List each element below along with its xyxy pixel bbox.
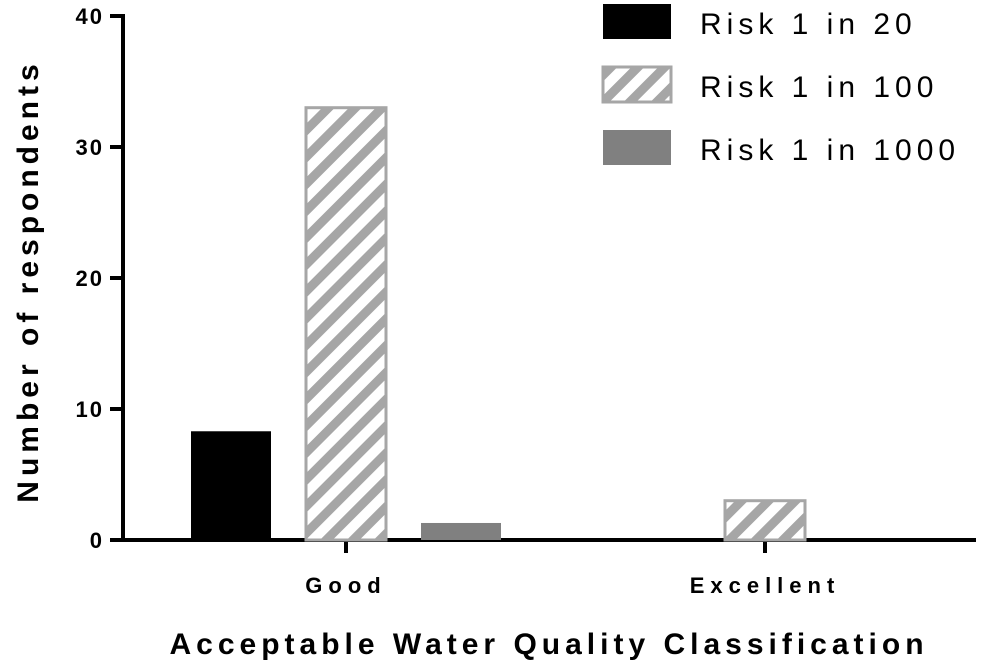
x-axis: Good Excellent xyxy=(121,538,976,598)
legend-label: Risk 1 in 1000 xyxy=(700,134,960,167)
y-tick-label: 30 xyxy=(76,135,104,160)
y-tick-label: 0 xyxy=(90,528,104,553)
x-ticks: Good Excellent xyxy=(305,540,841,598)
category-label: Excellent xyxy=(690,573,841,598)
y-tick-label: 10 xyxy=(76,397,104,422)
y-tick-label: 40 xyxy=(76,4,104,29)
legend-swatch xyxy=(603,130,671,165)
bars xyxy=(191,106,807,542)
legend-item: Risk 1 in 20 xyxy=(603,4,917,41)
legend-label: Risk 1 in 20 xyxy=(700,8,917,41)
bar-risk-1-in-1000-good xyxy=(421,522,501,540)
y-tick-label: 20 xyxy=(76,266,104,291)
category-label: Good xyxy=(305,573,386,598)
y-axis-title: Number of respondents xyxy=(12,59,45,502)
legend-label: Risk 1 in 100 xyxy=(700,71,938,104)
legend-swatch xyxy=(601,65,673,104)
x-axis-title: Acceptable Water Quality Classification xyxy=(169,628,928,661)
legend: Risk 1 in 20 Risk 1 in 100 Risk 1 in 1000 xyxy=(601,4,960,167)
legend-item: Risk 1 in 100 xyxy=(601,65,938,104)
y-ticks: 0 10 20 30 40 xyxy=(76,4,123,553)
legend-swatch xyxy=(603,4,671,39)
bar-risk-1-in-20-good xyxy=(191,431,271,540)
y-axis: 0 10 20 30 40 xyxy=(76,4,125,553)
bar-risk-1-in-100-good xyxy=(304,106,388,542)
bar-risk-1-in-100-excellent xyxy=(723,499,807,542)
legend-item: Risk 1 in 1000 xyxy=(603,130,960,167)
